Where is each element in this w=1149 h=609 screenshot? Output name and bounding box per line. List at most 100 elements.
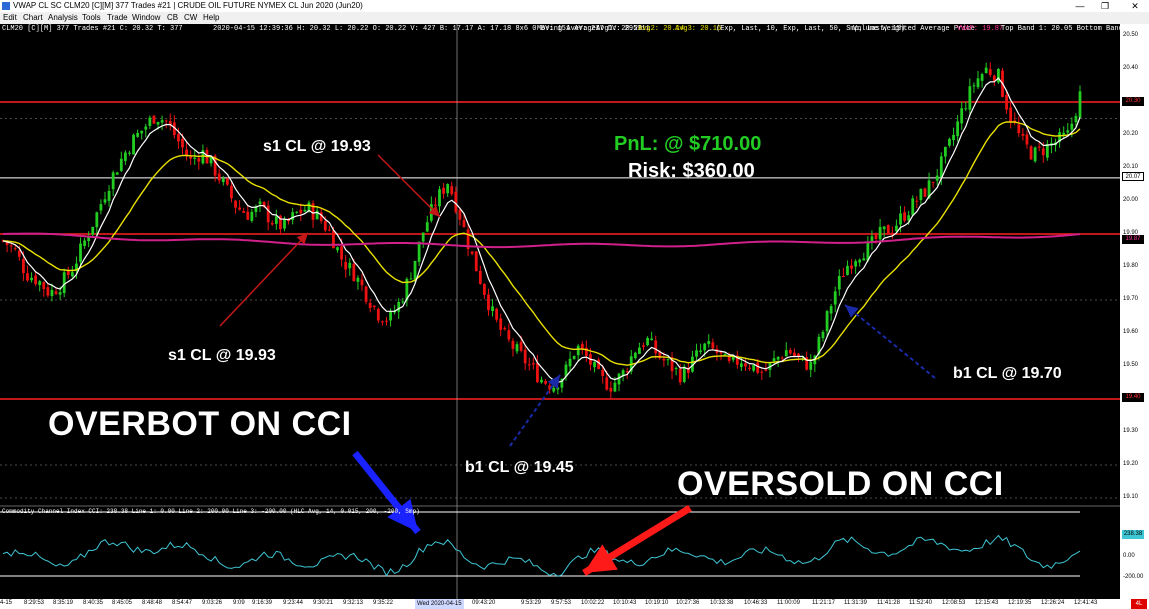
- status-ma-label: Moving Averages: [537, 25, 601, 33]
- candle-up: [417, 241, 421, 262]
- minimize-button[interactable]: —: [1075, 1, 1085, 11]
- price-axis-tick: 20.40: [1123, 65, 1139, 71]
- time-axis-label: 9:09: [233, 600, 245, 606]
- candle-down: [531, 363, 535, 365]
- candle-up: [572, 355, 576, 359]
- candle-down: [719, 350, 723, 354]
- candle-up: [438, 189, 441, 207]
- time-axis-label: 10:27:36: [676, 600, 700, 606]
- price-axis-tick: 19.70: [1123, 296, 1139, 302]
- candle-down: [213, 155, 217, 176]
- candle-down: [262, 201, 266, 207]
- price-chart-svg[interactable]: [0, 24, 1120, 599]
- candle-down: [764, 369, 768, 371]
- candle-down: [482, 283, 486, 295]
- menu-help[interactable]: Help: [203, 13, 220, 22]
- title-bar: VWAP CL SC CLM20 [C][M] 377 Trades #21 |…: [0, 0, 1149, 12]
- status-vwap-label: Volume Weighted Average Price: [853, 25, 975, 33]
- candle-down: [21, 258, 25, 273]
- candle-down: [323, 221, 327, 231]
- candle-up: [707, 341, 711, 345]
- status-avg2: Avg2: 20.14: [638, 25, 685, 33]
- candle-up: [128, 152, 131, 154]
- annotation-b1-right: b1 CL @ 19.70: [953, 365, 1062, 382]
- candle-down: [584, 347, 588, 356]
- candle-up: [956, 121, 960, 137]
- candle-down: [544, 380, 547, 384]
- menu-tools[interactable]: Tools: [82, 13, 101, 22]
- candle-down: [242, 211, 246, 213]
- candle-up: [140, 130, 144, 134]
- menu-analysis[interactable]: Analysis: [48, 13, 78, 22]
- close-button[interactable]: ✕: [1131, 1, 1139, 11]
- time-axis-label: 10:19:10: [645, 600, 669, 606]
- candle-up: [784, 350, 788, 357]
- candle-down: [756, 362, 760, 373]
- candle-up: [919, 188, 923, 201]
- candle-up: [984, 67, 988, 74]
- time-axis-label: 8:35:19: [53, 600, 74, 606]
- candle-down: [992, 75, 996, 82]
- candle-down: [601, 370, 605, 376]
- maximize-button[interactable]: ❐: [1100, 1, 1110, 11]
- time-axis[interactable]: 4-15 Wed 2020-04-15 4L 8:29:53 8:35:19 8:4…: [0, 599, 1149, 609]
- candle-up: [952, 134, 955, 141]
- candle-up: [878, 226, 882, 240]
- candle-down: [678, 368, 682, 383]
- candle-up: [295, 211, 299, 213]
- time-axis-label: 9:57:53: [551, 600, 572, 606]
- time-axis-label: 9:53:29: [521, 600, 542, 606]
- candle-down: [548, 385, 552, 390]
- menu-edit[interactable]: Edit: [3, 13, 17, 22]
- time-axis-date: Wed 2020-04-15: [415, 599, 464, 609]
- menu-chart[interactable]: Chart: [23, 13, 43, 22]
- time-axis-label: 8:40:35: [83, 600, 104, 606]
- candle-up: [515, 344, 519, 352]
- price-axis[interactable]: [1120, 24, 1149, 599]
- menu-window[interactable]: Window: [132, 13, 161, 22]
- candle-down: [230, 185, 233, 199]
- app-icon: [2, 2, 10, 10]
- candle-up: [638, 347, 641, 354]
- candle-up: [650, 338, 654, 341]
- candle-down: [266, 205, 270, 223]
- candle-down: [442, 187, 445, 194]
- candle-down: [1, 240, 5, 242]
- candle-down: [711, 342, 715, 349]
- time-axis-label: 8:45:05: [112, 600, 133, 606]
- candle-up: [50, 289, 54, 296]
- candle-down: [805, 357, 809, 370]
- candle-up: [866, 241, 870, 261]
- candle-up: [858, 259, 862, 263]
- candle-up: [1078, 91, 1082, 118]
- menu-trade[interactable]: Trade: [107, 13, 128, 22]
- candle-down: [462, 220, 466, 227]
- price-axis-tick: 20.20: [1123, 131, 1139, 137]
- candle-up: [703, 343, 707, 351]
- candle-down: [217, 173, 221, 181]
- price-chart[interactable]: [0, 24, 1120, 599]
- arrow-s1-bottom-head: [296, 233, 308, 245]
- menu-cb[interactable]: CB: [167, 13, 179, 22]
- candle-down: [487, 294, 490, 311]
- candle-up: [1070, 123, 1074, 130]
- candle-up: [283, 219, 286, 229]
- time-axis-label: 12:19:35: [1008, 600, 1032, 606]
- menu-cw[interactable]: CW: [184, 13, 198, 22]
- time-axis-label: 9:03:26: [202, 600, 223, 606]
- candle-down: [279, 215, 282, 230]
- candle-down: [246, 211, 250, 220]
- candle-up: [752, 364, 756, 371]
- cci-axis-neg: -200.00: [1123, 574, 1144, 580]
- candle-up: [972, 85, 976, 87]
- candle-down: [735, 355, 739, 365]
- candle-down: [625, 371, 629, 373]
- candle-down: [34, 275, 38, 285]
- candle-up: [699, 350, 703, 352]
- candle-down: [181, 138, 184, 148]
- time-axis-label: 11:52:40: [909, 600, 932, 606]
- time-axis-label: 10:10:43: [613, 600, 637, 606]
- candle-down: [332, 230, 335, 249]
- chartbook-tab[interactable]: 4L: [1131, 599, 1147, 609]
- candle-up: [621, 370, 625, 377]
